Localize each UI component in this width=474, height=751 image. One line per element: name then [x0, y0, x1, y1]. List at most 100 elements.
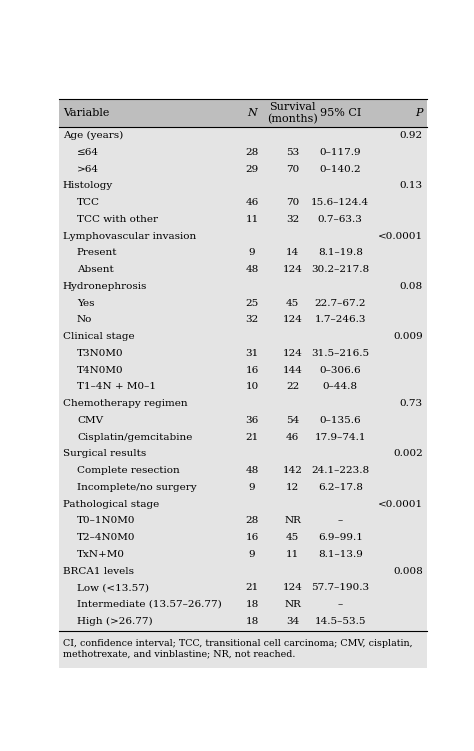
Text: 32: 32: [246, 315, 259, 324]
Text: –: –: [337, 516, 343, 525]
Text: 17.9–74.1: 17.9–74.1: [315, 433, 366, 442]
Text: Clinical stage: Clinical stage: [63, 332, 135, 341]
Text: 1.7–246.3: 1.7–246.3: [315, 315, 366, 324]
Text: 22: 22: [286, 382, 299, 391]
Text: 95% CI: 95% CI: [319, 108, 361, 118]
Text: No: No: [77, 315, 92, 324]
Text: 14.5–53.5: 14.5–53.5: [315, 617, 366, 626]
Text: 29: 29: [246, 164, 259, 173]
Bar: [59, 629, 427, 668]
Text: 0–306.6: 0–306.6: [319, 366, 361, 375]
Text: NR: NR: [284, 516, 301, 525]
Text: Yes: Yes: [77, 298, 94, 307]
Text: 45: 45: [286, 533, 299, 542]
Text: 57.7–190.3: 57.7–190.3: [311, 584, 369, 593]
Text: 24.1–223.8: 24.1–223.8: [311, 466, 369, 475]
Text: 31: 31: [246, 348, 259, 357]
Text: 0–140.2: 0–140.2: [319, 164, 361, 173]
Text: 0.002: 0.002: [393, 449, 423, 458]
Text: P: P: [415, 108, 423, 118]
Text: 25: 25: [246, 298, 259, 307]
Text: 28: 28: [246, 148, 259, 157]
Text: 45: 45: [286, 298, 299, 307]
Text: 10: 10: [246, 382, 259, 391]
Text: 18: 18: [246, 600, 259, 609]
Text: 12: 12: [286, 483, 299, 492]
Text: 21: 21: [246, 584, 259, 593]
Text: Complete resection: Complete resection: [77, 466, 180, 475]
Text: BRCA1 levels: BRCA1 levels: [63, 566, 134, 575]
Text: 124: 124: [283, 348, 302, 357]
Text: 0.7–63.3: 0.7–63.3: [318, 215, 363, 224]
Bar: [59, 99, 427, 127]
Text: Histology: Histology: [63, 181, 113, 190]
Text: 0.08: 0.08: [400, 282, 423, 291]
Text: <0.0001: <0.0001: [378, 231, 423, 240]
Text: TCC with other: TCC with other: [77, 215, 158, 224]
Text: Cisplatin/gemcitabine: Cisplatin/gemcitabine: [77, 433, 192, 442]
Text: 0.73: 0.73: [400, 399, 423, 408]
Text: 54: 54: [286, 416, 299, 425]
Text: 18: 18: [246, 617, 259, 626]
Text: 6.9–99.1: 6.9–99.1: [318, 533, 363, 542]
Text: N: N: [247, 108, 257, 118]
Text: 14: 14: [286, 249, 299, 258]
Text: 0–117.9: 0–117.9: [319, 148, 361, 157]
Text: 32: 32: [286, 215, 299, 224]
Text: CMV: CMV: [77, 416, 103, 425]
Text: 0.13: 0.13: [400, 181, 423, 190]
Text: Chemotherapy regimen: Chemotherapy regimen: [63, 399, 188, 408]
Text: T1–4N + M0–1: T1–4N + M0–1: [77, 382, 156, 391]
Text: 9: 9: [249, 550, 255, 559]
Text: 70: 70: [286, 164, 299, 173]
Text: Incomplete/no surgery: Incomplete/no surgery: [77, 483, 197, 492]
Text: 21: 21: [246, 433, 259, 442]
Text: 22.7–67.2: 22.7–67.2: [315, 298, 366, 307]
Text: T4N0M0: T4N0M0: [77, 366, 124, 375]
Text: TxN+M0: TxN+M0: [77, 550, 125, 559]
Text: 31.5–216.5: 31.5–216.5: [311, 348, 369, 357]
Text: T3N0M0: T3N0M0: [77, 348, 124, 357]
Text: 30.2–217.8: 30.2–217.8: [311, 265, 369, 274]
Text: CI, confidence interval; TCC, transitional cell carcinoma; CMV, cisplatin,
metho: CI, confidence interval; TCC, transition…: [63, 639, 412, 659]
Text: Low (<13.57): Low (<13.57): [77, 584, 149, 593]
Text: 16: 16: [246, 533, 259, 542]
Text: Intermediate (13.57–26.77): Intermediate (13.57–26.77): [77, 600, 222, 609]
Text: 8.1–13.9: 8.1–13.9: [318, 550, 363, 559]
Text: Hydronephrosis: Hydronephrosis: [63, 282, 147, 291]
Text: 9: 9: [249, 249, 255, 258]
Text: 36: 36: [246, 416, 259, 425]
Text: 48: 48: [246, 466, 259, 475]
Text: –: –: [337, 600, 343, 609]
Text: 11: 11: [286, 550, 299, 559]
Text: 142: 142: [283, 466, 302, 475]
Text: NR: NR: [284, 600, 301, 609]
Text: <0.0001: <0.0001: [378, 499, 423, 508]
Text: 0–135.6: 0–135.6: [319, 416, 361, 425]
Text: 124: 124: [283, 265, 302, 274]
Text: Lymphovascular invasion: Lymphovascular invasion: [63, 231, 196, 240]
Text: 124: 124: [283, 584, 302, 593]
Text: 28: 28: [246, 516, 259, 525]
Text: Survival
(months): Survival (months): [267, 102, 318, 124]
Text: 46: 46: [246, 198, 259, 207]
Text: Absent: Absent: [77, 265, 114, 274]
Text: 9: 9: [249, 483, 255, 492]
Text: 6.2–17.8: 6.2–17.8: [318, 483, 363, 492]
Text: 11: 11: [246, 215, 259, 224]
Text: 46: 46: [286, 433, 299, 442]
Text: 144: 144: [283, 366, 302, 375]
Text: High (>26.77): High (>26.77): [77, 617, 153, 626]
Text: 0.92: 0.92: [400, 131, 423, 140]
Text: 16: 16: [246, 366, 259, 375]
Text: 0–44.8: 0–44.8: [323, 382, 358, 391]
Text: ≤64: ≤64: [77, 148, 99, 157]
Text: Variable: Variable: [63, 108, 109, 118]
Text: T0–1N0M0: T0–1N0M0: [77, 516, 136, 525]
Text: Present: Present: [77, 249, 118, 258]
Text: Age (years): Age (years): [63, 131, 123, 140]
Text: 0.009: 0.009: [393, 332, 423, 341]
Text: 8.1–19.8: 8.1–19.8: [318, 249, 363, 258]
Text: 15.6–124.4: 15.6–124.4: [311, 198, 369, 207]
Text: T2–4N0M0: T2–4N0M0: [77, 533, 136, 542]
